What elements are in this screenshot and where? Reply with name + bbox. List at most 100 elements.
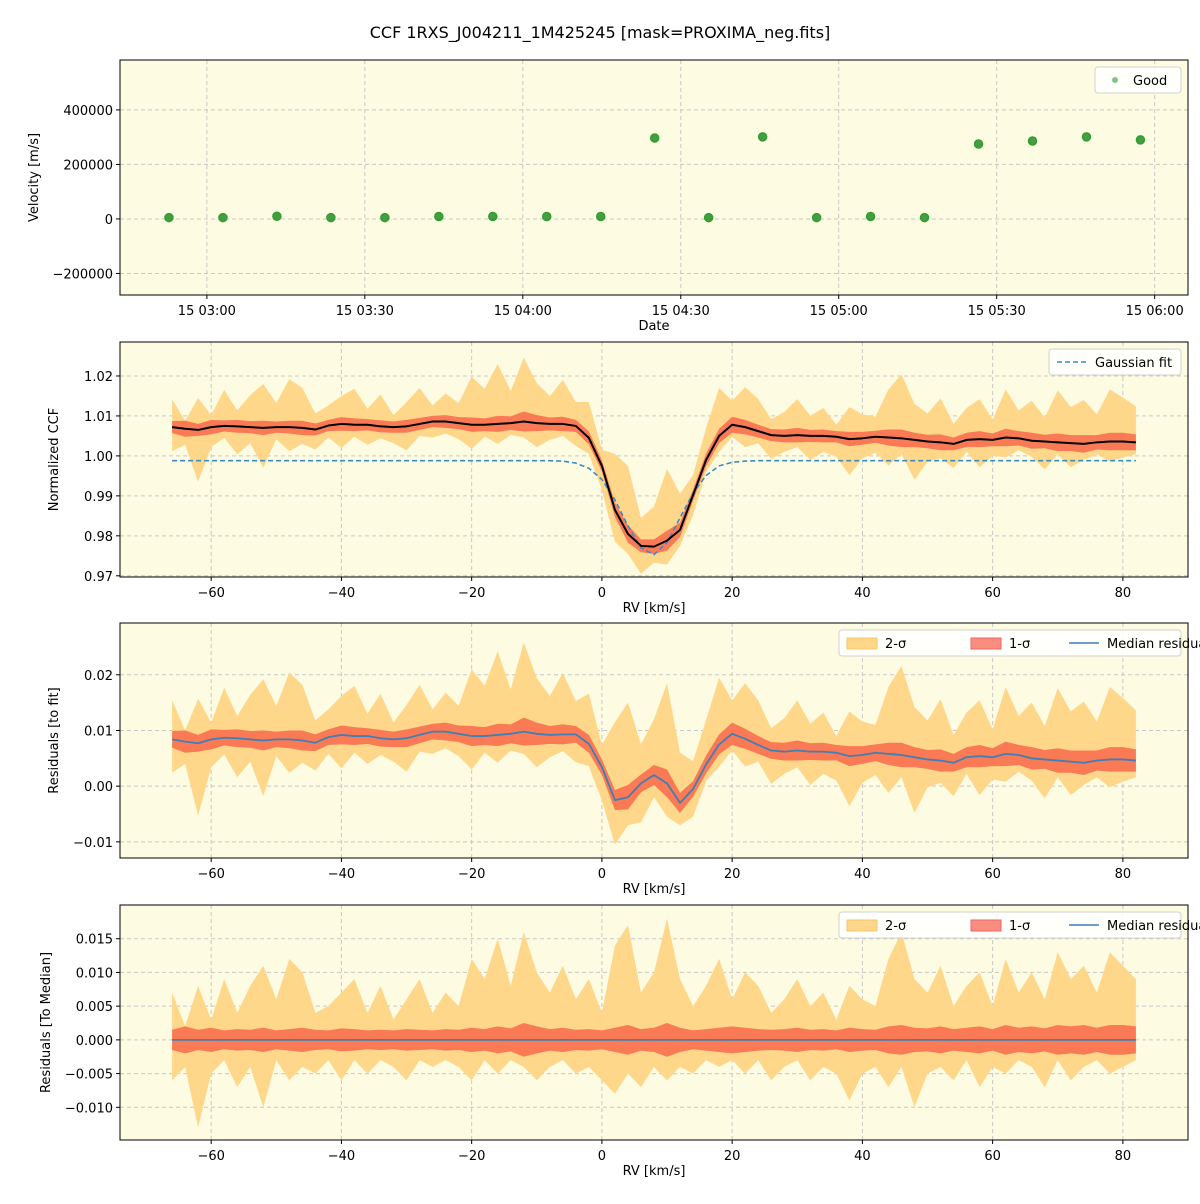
data-point bbox=[218, 212, 228, 223]
x-tick-label: 20 bbox=[724, 586, 741, 601]
x-tick-label: −20 bbox=[458, 867, 485, 882]
x-tick-label: −20 bbox=[458, 586, 485, 601]
velocity-panel: 15 03:00 15 03:30 15 04:00 15 04:30 15 05:00… bbox=[27, 59, 1189, 334]
y-tick-label: 200000 bbox=[63, 158, 113, 173]
data-point bbox=[865, 211, 876, 222]
axes-frame bbox=[119, 904, 1189, 1141]
legend: 2-σ 1-σ Median residual bbox=[838, 629, 1200, 657]
x-tick-label: 15 03:00 bbox=[178, 304, 236, 319]
y-tick-label: 0.97 bbox=[84, 570, 113, 585]
sigma1-band bbox=[172, 411, 1136, 554]
x-tick-label: −20 bbox=[458, 1149, 485, 1164]
y-tick-label: 400000 bbox=[63, 104, 113, 119]
y-tick-label: 0.010 bbox=[76, 966, 113, 981]
plot-area bbox=[120, 60, 1188, 295]
data-point bbox=[703, 212, 714, 223]
y-tick-label: 1.00 bbox=[84, 450, 113, 465]
data-point bbox=[272, 211, 282, 221]
sigma2-band bbox=[172, 357, 1136, 574]
y-tick-label: 0.000 bbox=[76, 1034, 113, 1049]
x-tick-label: 80 bbox=[1115, 1149, 1132, 1164]
sigma2-band bbox=[172, 642, 1136, 845]
axes-frame bbox=[119, 59, 1189, 296]
x-axis-label: RV [km/s] bbox=[623, 601, 686, 616]
axes-frame bbox=[119, 622, 1189, 859]
y-tick-label: −0.01 bbox=[73, 836, 113, 851]
x-tick-label: 40 bbox=[854, 1149, 871, 1164]
figure-title: CCF 1RXS_J004211_1M425245 [mask=PROXIMA_… bbox=[370, 23, 831, 43]
sigma2-band bbox=[172, 918, 1136, 1128]
median-ccf-line bbox=[171, 420, 1136, 548]
y-tick-label: 0.00 bbox=[84, 780, 113, 795]
data-point bbox=[380, 212, 390, 223]
y-axis-label: Residuals [to fit] bbox=[47, 687, 62, 793]
data-point bbox=[1135, 135, 1146, 145]
y-axis-label: Velocity [m/s] bbox=[27, 133, 42, 222]
legend-frame bbox=[838, 911, 1182, 939]
legend-marker-good bbox=[1112, 77, 1118, 83]
data-point bbox=[542, 211, 552, 222]
x-tick-label: 20 bbox=[724, 867, 741, 882]
y-tick-label: 0.005 bbox=[76, 1000, 113, 1015]
x-tick-label: 60 bbox=[984, 867, 1001, 882]
x-tick-label: −40 bbox=[328, 1149, 355, 1164]
legend-label: Good bbox=[1133, 74, 1167, 89]
legend-frame bbox=[1094, 66, 1182, 94]
legend-label: 2-σ bbox=[885, 637, 906, 652]
data-point bbox=[1081, 132, 1092, 142]
y-tick-label: −200000 bbox=[52, 267, 113, 282]
legend-label: 1-σ bbox=[1009, 637, 1030, 652]
y-tick-label: −0.005 bbox=[65, 1068, 113, 1083]
grid bbox=[120, 60, 1188, 295]
data-point bbox=[595, 211, 606, 222]
median-residual-line bbox=[171, 730, 1136, 804]
legend-label: Gaussian fit bbox=[1095, 356, 1172, 371]
ccf-panel: −60 −40 −20 0 20 40 60 80 1.02 1.01 1.00 0.99 0.98 0.… bbox=[47, 341, 1189, 616]
y-tick-label: 1.01 bbox=[84, 410, 113, 425]
x-tick-label: −60 bbox=[197, 586, 224, 601]
y-tick-label: 0.02 bbox=[84, 669, 113, 684]
x-tick-label: −40 bbox=[328, 586, 355, 601]
x-tick-label: 0 bbox=[598, 1149, 606, 1164]
x-tick-label: 15 05:30 bbox=[968, 304, 1026, 319]
data-point bbox=[434, 211, 444, 222]
data-point bbox=[1027, 136, 1038, 146]
x-tick-label: 40 bbox=[854, 867, 871, 882]
legend-swatch-1sigma bbox=[970, 637, 1002, 650]
gaussian-fit-line bbox=[172, 459, 1136, 556]
x-tick-label: 0 bbox=[598, 586, 606, 601]
legend-swatch-1sigma bbox=[970, 919, 1002, 932]
x-axis-label: RV [km/s] bbox=[623, 1164, 686, 1179]
y-tick-label: 0.99 bbox=[84, 490, 113, 505]
x-tick-label: 15 04:00 bbox=[494, 304, 552, 319]
x-tick-label: −60 bbox=[197, 867, 224, 882]
legend-swatch-2sigma bbox=[846, 637, 878, 650]
sigma1-band bbox=[172, 717, 1136, 813]
y-axis-label: Normalized CCF bbox=[47, 408, 62, 512]
legend: 2-σ 1-σ Median residual bbox=[838, 911, 1200, 939]
x-tick-label: 15 06:00 bbox=[1126, 304, 1184, 319]
x-tick-label: 80 bbox=[1115, 867, 1132, 882]
data-point bbox=[488, 211, 498, 222]
x-tick-label: 40 bbox=[854, 586, 871, 601]
legend: Gaussian fit bbox=[1048, 348, 1182, 376]
data-point bbox=[649, 133, 660, 143]
y-axis-label: Residuals [To Median] bbox=[39, 952, 54, 1093]
y-tick-label: 0.98 bbox=[84, 530, 113, 545]
y-tick-label: 0.01 bbox=[84, 724, 113, 739]
x-tick-label: 15 03:30 bbox=[336, 304, 394, 319]
x-tick-label: 15 05:00 bbox=[810, 304, 868, 319]
legend-label: 1-σ bbox=[1009, 919, 1030, 934]
y-tick-label: 0.015 bbox=[76, 933, 113, 948]
x-tick-label: 60 bbox=[984, 1149, 1001, 1164]
x-axis-label: RV [km/s] bbox=[623, 882, 686, 897]
residuals-to-fit-panel: −60 −40 −20 0 20 40 60 80 0.02 0.01 0.00 −0.01 RV [k… bbox=[47, 622, 1200, 897]
x-tick-label: 0 bbox=[598, 867, 606, 882]
x-tick-label: 15 04:30 bbox=[652, 304, 710, 319]
legend: Good bbox=[1094, 66, 1182, 94]
x-tick-label: −60 bbox=[197, 1149, 224, 1164]
data-point bbox=[811, 212, 822, 223]
y-tick-label: 0 bbox=[105, 213, 113, 228]
legend-label: 2-σ bbox=[885, 919, 906, 934]
